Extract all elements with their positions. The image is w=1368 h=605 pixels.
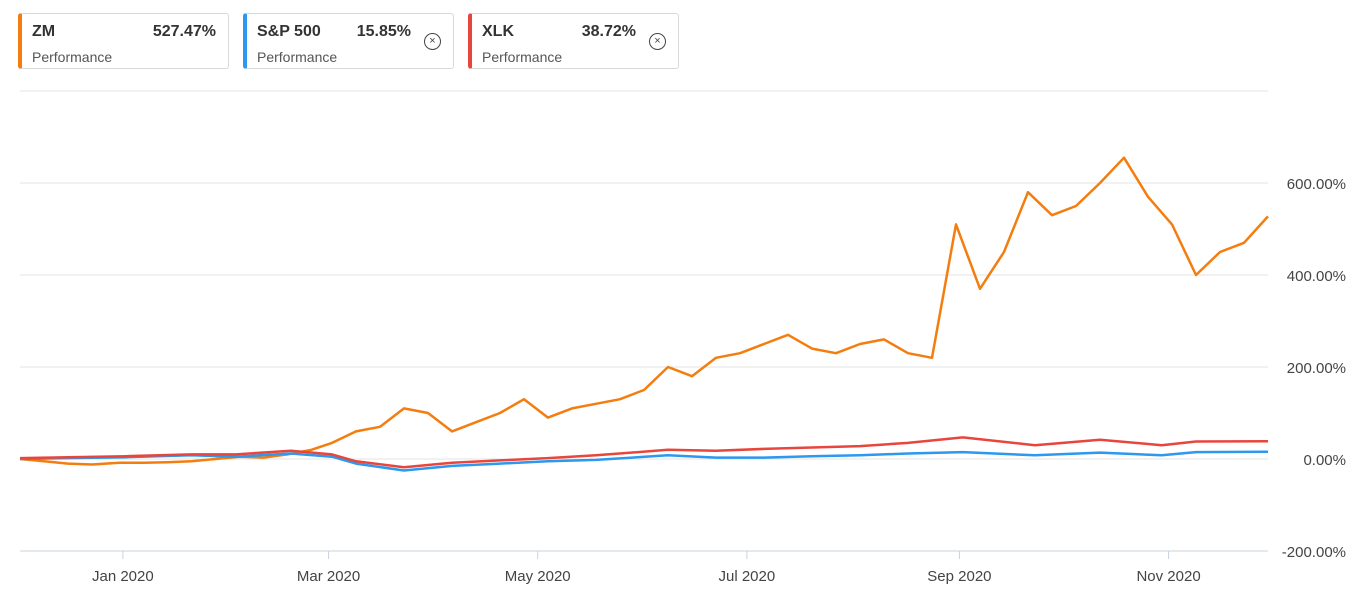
remove-series-icon[interactable]: × (649, 33, 666, 50)
x-tick-label: Jan 2020 (92, 568, 154, 585)
x-tick-label: Nov 2020 (1136, 568, 1200, 585)
legend-card-1[interactable]: S&P 500 15.85% Performance × (243, 13, 454, 69)
series-line-xlk (19, 436, 1269, 469)
y-tick-label: 200.00% (1287, 360, 1346, 377)
series-line-zm (19, 156, 1269, 466)
x-tick-label: Jul 2020 (718, 568, 775, 585)
legend-symbol: XLK (482, 23, 514, 40)
legend-sublabel: Performance (482, 49, 563, 65)
legend-symbol: S&P 500 (257, 23, 321, 40)
legend-symbol: ZM (32, 23, 56, 40)
y-tick-label: 0.00% (1303, 452, 1346, 469)
x-axis: Jan 2020 Mar 2020 May 2020 Jul 2020 Sep 2020… (92, 551, 1201, 585)
y-tick-label: -200.00% (1282, 544, 1346, 561)
y-tick-label: 600.00% (1287, 176, 1346, 193)
x-tick-label: May 2020 (505, 568, 571, 585)
x-tick-label: Sep 2020 (927, 568, 991, 585)
y-tick-label: 400.00% (1287, 268, 1346, 285)
x-tick-label: Mar 2020 (297, 568, 360, 585)
legend-value: 15.85% (356, 23, 411, 40)
legend-card-2[interactable]: XLK 38.72% Performance × (468, 13, 679, 69)
legend-sublabel: Performance (257, 49, 338, 65)
legend-value: 38.72% (581, 23, 636, 40)
series-lines (19, 156, 1269, 472)
legend-card-0[interactable]: ZM 527.47% Performance (18, 13, 229, 69)
legend-value: 527.47% (152, 23, 216, 40)
series-line-s-p-500 (19, 450, 1269, 472)
remove-series-icon[interactable]: × (424, 33, 441, 50)
legend-sublabel: Performance (32, 49, 113, 65)
y-axis-labels: 600.00% 400.00% 200.00% 0.00% -200.00% (1282, 176, 1346, 561)
grid-lines (20, 90, 1268, 552)
